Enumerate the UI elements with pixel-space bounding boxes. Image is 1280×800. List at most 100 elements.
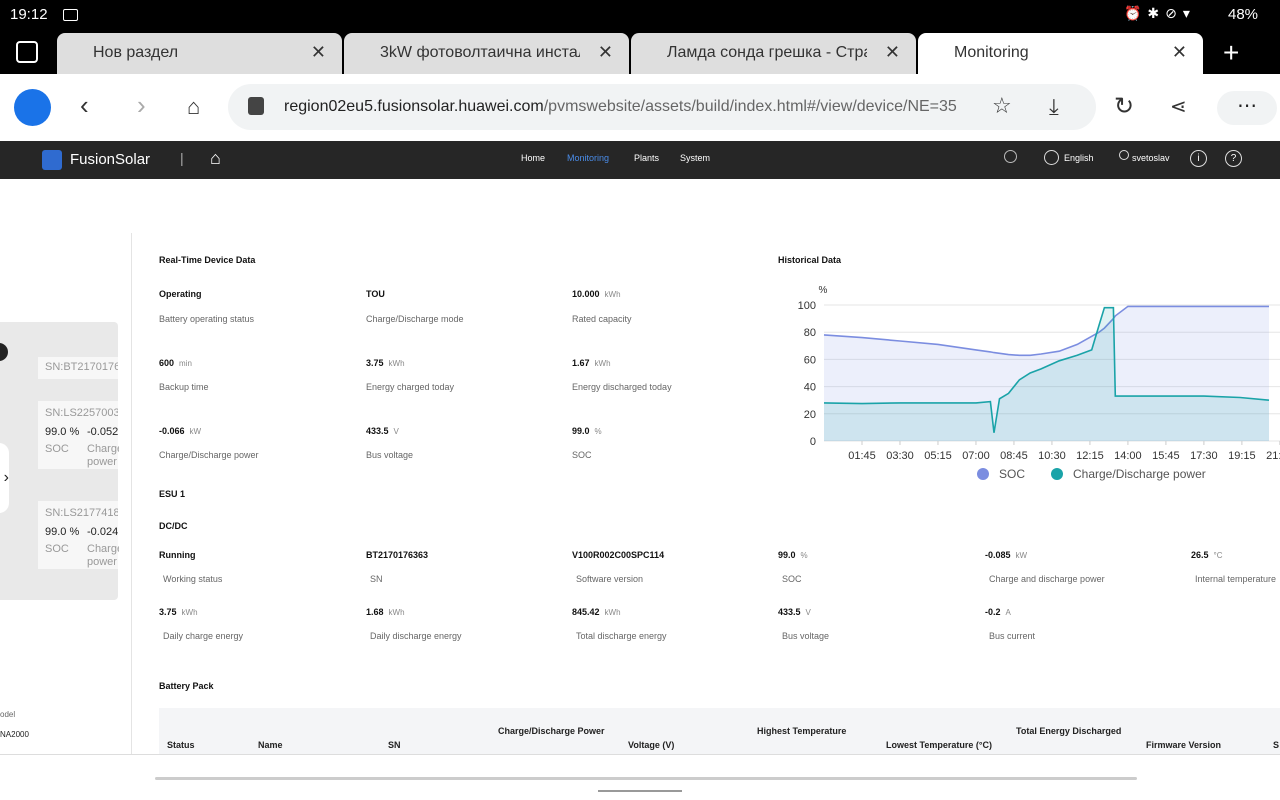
column-header: Status xyxy=(167,740,195,750)
unit: kWh xyxy=(388,608,405,617)
url-host: region02eu5.fusionsolar.huawei.com xyxy=(284,98,544,115)
slide-handle[interactable]: › xyxy=(0,443,9,513)
value: 99.0 xyxy=(778,550,796,560)
new-tab[interactable]: + xyxy=(1223,37,1240,68)
clock: 19:12 xyxy=(10,6,48,23)
field-label: Rated capacity xyxy=(572,314,632,324)
unit: kWh xyxy=(604,290,621,299)
brand: FusionSolar xyxy=(70,151,151,168)
chart: % 0 20 40 60 80 100 01:45 03:30 05:15 07:00 08:45 10… xyxy=(798,285,1280,481)
legend-label: SOC xyxy=(999,467,1025,481)
user[interactable]: svetoslav xyxy=(1132,153,1170,163)
section-title: Battery Pack xyxy=(159,681,214,691)
scrollbar[interactable] xyxy=(155,777,1137,780)
nav-item[interactable]: System xyxy=(680,153,711,163)
module-card: SN:LS2257003 99.0 % -0.052 SOC Charge/Di… xyxy=(38,401,119,469)
status-bar: 19:12 ⏰✱⊘▾ 48% xyxy=(0,0,1280,33)
soc-value: 99.0 % xyxy=(45,426,80,438)
field-label: Internal temperature xyxy=(1195,574,1277,584)
y-tick-label: 100 xyxy=(798,300,816,312)
field-value: TOU xyxy=(366,289,385,299)
url-path: /pvmswebsite/assets/build/index.html#/vi… xyxy=(543,98,957,115)
table-header xyxy=(159,708,1280,754)
model-value: NA2000 xyxy=(0,730,29,739)
x-tick-label: 14:00 xyxy=(1114,450,1142,462)
reload-button[interactable]: ↻ xyxy=(1114,93,1135,120)
power-label: Charge/Discharge power xyxy=(87,543,119,568)
section-title: DC/DC xyxy=(159,521,188,531)
tab[interactable]: 3kW фотоволтаична инстал ✕ xyxy=(344,33,629,74)
field-value: 10.000 kWh xyxy=(572,289,621,299)
url-text: region02eu5.fusionsolar.huawei.com/pvmsw… xyxy=(284,98,976,116)
share-button[interactable]: ⋖ xyxy=(1170,96,1187,118)
value: 600 xyxy=(159,357,175,368)
series-area xyxy=(824,307,1270,441)
close-tab[interactable]: ✕ xyxy=(597,42,613,62)
tab[interactable]: Нов раздел ✕ xyxy=(57,33,342,74)
module-card: SN:LS2177418 99.0 % -0.024 SOC Charge/Di… xyxy=(38,501,119,569)
field-label: Backup time xyxy=(159,382,209,392)
help-icon[interactable]: ? xyxy=(1225,150,1242,167)
value: Operating xyxy=(159,289,202,299)
value: 10.000 xyxy=(572,289,600,299)
field-value: 1.68 kWh xyxy=(366,607,405,617)
download-button[interactable]: ⤓ xyxy=(1049,94,1059,119)
field-label: Software version xyxy=(576,574,644,584)
field-label: Total discharge energy xyxy=(576,631,667,641)
chart-title: Historical Data xyxy=(778,255,842,265)
home-button[interactable]: ⌂ xyxy=(187,94,201,119)
close-tab[interactable]: ✕ xyxy=(1171,42,1187,62)
nav-item[interactable]: Home xyxy=(521,153,546,163)
field-label: Bus voltage xyxy=(782,631,830,641)
profile-button[interactable] xyxy=(14,89,51,126)
menu-button[interactable]: ⋯ xyxy=(1217,91,1277,125)
field-value: 433.5 V xyxy=(366,426,399,436)
back-button[interactable]: ‹ xyxy=(80,90,89,120)
info-icon[interactable]: i xyxy=(1190,150,1207,167)
value: 99.0 xyxy=(572,426,590,436)
field-value: 433.5 V xyxy=(778,607,811,617)
language[interactable]: English xyxy=(1064,153,1094,163)
unit: °C xyxy=(1213,551,1223,560)
unit: % xyxy=(594,427,602,436)
column-header: Total Energy Discharged xyxy=(1016,726,1122,736)
y-tick-label: 40 xyxy=(804,382,816,394)
y-tick-label: 80 xyxy=(804,327,816,339)
value: 433.5 xyxy=(778,607,801,617)
field-value: -0.066 kW xyxy=(159,426,201,436)
power-value: -0.052 xyxy=(87,426,119,438)
nav-item[interactable]: Plants xyxy=(634,153,660,163)
soc-label: SOC xyxy=(45,443,69,455)
unit: V xyxy=(805,608,811,617)
sn: SN:LS2177418 xyxy=(45,507,118,519)
close-tab[interactable]: ✕ xyxy=(884,42,900,62)
device-panel: › SN:BT2170176 SN:LS2257003 99.0 % -0.05… xyxy=(0,233,132,754)
sn: SN:LS2257003 xyxy=(45,407,118,419)
divider: | xyxy=(180,150,184,166)
content: Real-Time Device Data ESU 1 DC/DC Batter… xyxy=(159,255,1280,754)
forward-button[interactable]: › xyxy=(137,90,146,120)
bookmark-button[interactable]: ☆ xyxy=(992,93,1012,118)
nav-item[interactable]: Monitoring xyxy=(567,153,610,163)
value: 26.5 xyxy=(1191,550,1209,560)
search-icon[interactable] xyxy=(1004,150,1017,163)
field-label: SN xyxy=(370,574,383,584)
unit: kW xyxy=(1015,551,1028,560)
power-value: -0.024 xyxy=(87,526,119,538)
value: 1.67 xyxy=(572,357,590,368)
tabs-button[interactable] xyxy=(16,41,38,63)
field-value: 3.75 kWh xyxy=(159,607,198,617)
x-tick-label: 01:45 xyxy=(848,450,876,462)
home-icon[interactable]: ⌂ xyxy=(210,148,221,168)
close-tab[interactable]: ✕ xyxy=(310,42,326,62)
tab[interactable]: Monitoring ✕ xyxy=(918,33,1203,74)
logo-icon xyxy=(42,150,62,170)
address-bar[interactable]: region02eu5.fusionsolar.huawei.com/pvmsw… xyxy=(228,84,1096,130)
field-value: 600 min xyxy=(159,358,192,368)
field-value: Running xyxy=(159,550,196,560)
tab[interactable]: Ламда сонда грешка - Стра ✕ xyxy=(631,33,916,74)
field-label: Daily charge energy xyxy=(163,631,244,641)
unit: kWh xyxy=(604,608,621,617)
field-label: SOC xyxy=(572,450,592,460)
